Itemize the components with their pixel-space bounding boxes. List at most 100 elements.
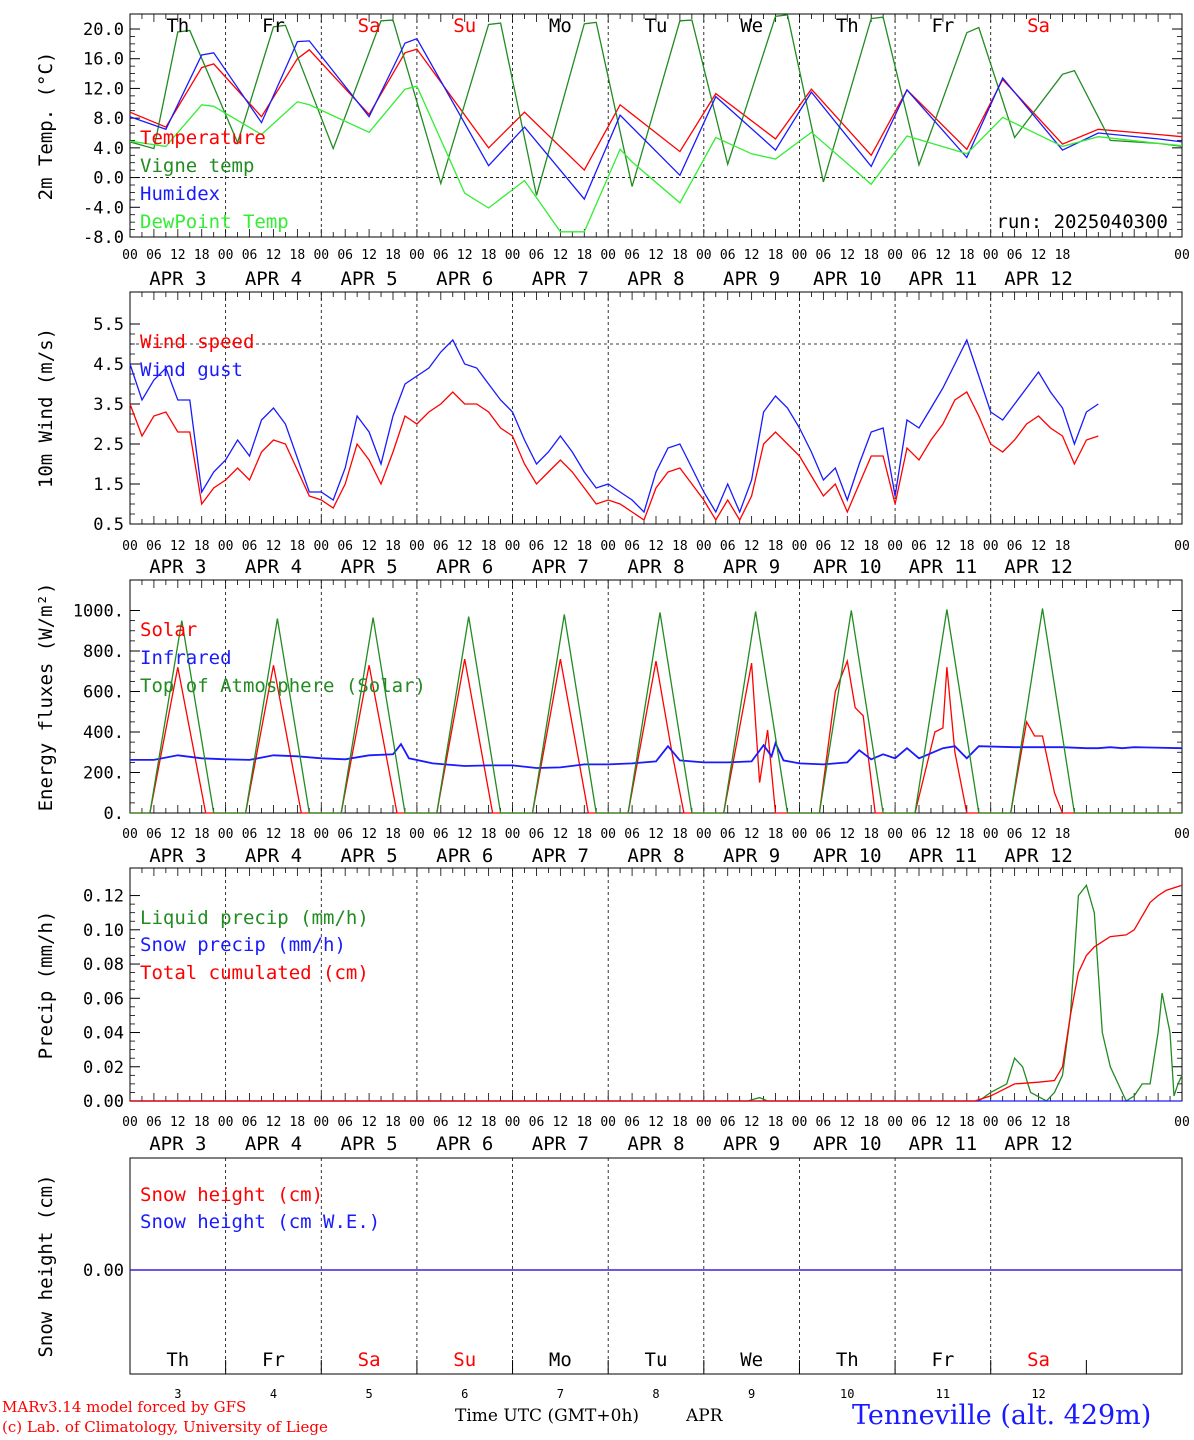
hour-label: 00 (600, 248, 616, 263)
hour-label: 06 (242, 248, 258, 263)
hour-label: 00 (313, 539, 329, 554)
day-number: 8 (652, 1387, 659, 1401)
hour-label: 00 (983, 1115, 999, 1130)
hour-label: 12 (648, 248, 664, 263)
hour-label: 12 (1031, 1115, 1047, 1130)
hour-label: 18 (863, 539, 879, 554)
day-label: APR 4 (245, 268, 302, 290)
series-line (130, 884, 1183, 1102)
hour-label: 00 (122, 539, 138, 554)
day-label: APR 8 (627, 1133, 684, 1155)
hour-label: 00 (600, 1115, 616, 1130)
day-label: APR 9 (723, 845, 780, 867)
legend-entry: Snow height (cm) (140, 1184, 323, 1206)
y-tick-label: 1000. (73, 602, 124, 622)
legend-entry: Solar (140, 619, 197, 641)
plot-frame (129, 867, 1183, 1102)
day-label: APR 11 (909, 268, 978, 290)
hour-label: 00 (696, 1115, 712, 1130)
day-number: 5 (365, 1387, 372, 1401)
day-number: 6 (461, 1387, 468, 1401)
legend-entry: Snow precip (mm/h) (140, 934, 346, 956)
hour-label: 06 (911, 248, 927, 263)
hour-label: 18 (481, 827, 497, 842)
hour-label: 06 (433, 539, 449, 554)
hour-label: 00 (696, 539, 712, 554)
model-credit: MARv3.14 model forced by GFS (2, 1398, 247, 1416)
hour-label: 18 (768, 827, 784, 842)
day-label: APR 8 (627, 268, 684, 290)
hour-label: 12 (1031, 827, 1047, 842)
hour-label: 00 (218, 539, 234, 554)
hour-label: 00 (696, 248, 712, 263)
hour-label: 12 (935, 248, 951, 263)
hour-label: 18 (863, 1115, 879, 1130)
weekday-label: Sa (358, 1349, 381, 1371)
hour-label: 12 (839, 1115, 855, 1130)
weekday-label: Th (836, 15, 859, 37)
hour-label: 12 (361, 1115, 377, 1130)
weekday-label: Fr (931, 1349, 954, 1371)
hour-label: 06 (720, 827, 736, 842)
hour-label: 12 (170, 539, 186, 554)
run-annotation: run: 2025040300 (996, 211, 1168, 233)
series-line (129, 14, 1183, 196)
hour-label: 18 (672, 827, 688, 842)
hour-label: 18 (768, 248, 784, 263)
weekday-label: Su (453, 15, 476, 37)
panel-3 (129, 579, 1183, 814)
hour-label: 18 (1055, 1115, 1071, 1130)
day-label: APR 6 (436, 268, 493, 290)
hour-label: 18 (576, 827, 592, 842)
y-tick-label: 0.00 (83, 1092, 124, 1112)
day-label: APR 5 (340, 845, 397, 867)
hour-label: 06 (146, 248, 162, 263)
day-label: APR 11 (909, 1133, 978, 1155)
day-label: APR 8 (627, 556, 684, 578)
day-label: APR 6 (436, 556, 493, 578)
hour-label: 12 (935, 827, 951, 842)
hour-label: 06 (911, 827, 927, 842)
hour-label: 12 (361, 539, 377, 554)
hour-label: 18 (576, 1115, 592, 1130)
legend-entry: Wind speed (140, 331, 254, 353)
y-tick-label: -4.0 (83, 198, 124, 218)
hour-label: 00 (218, 827, 234, 842)
hour-label: 18 (290, 539, 306, 554)
hour-label: 12 (266, 1115, 282, 1130)
hour-label: 18 (290, 827, 306, 842)
y-axis-label: 2m Temp. (°C) (35, 52, 57, 201)
y-tick-label: 2.5 (93, 435, 124, 455)
hour-label: 18 (481, 248, 497, 263)
y-tick-label: 0.12 (83, 887, 124, 907)
day-number: 7 (557, 1387, 564, 1401)
hour-label: 00 (983, 827, 999, 842)
hour-label: 06 (1007, 539, 1023, 554)
hour-label: 06 (816, 827, 832, 842)
hour-label: 18 (959, 248, 975, 263)
hour-label: 06 (337, 1115, 353, 1130)
day-label: APR 12 (1004, 556, 1073, 578)
hour-label: 12 (1031, 539, 1047, 554)
hour-label: 00 (887, 1115, 903, 1130)
panel-2 (129, 291, 1183, 525)
hour-label: 18 (385, 827, 401, 842)
y-tick-label: 5.5 (93, 315, 124, 335)
hour-label: 18 (768, 539, 784, 554)
y-tick-label: -8.0 (83, 228, 124, 248)
hour-label: 06 (529, 1115, 545, 1130)
day-label: APR 9 (723, 556, 780, 578)
hour-label: 06 (242, 1115, 258, 1130)
series-line (130, 883, 1183, 1102)
hour-label: 12 (170, 827, 186, 842)
weekday-label: Tu (645, 15, 668, 37)
hour-label: 00 (887, 539, 903, 554)
weekday-label: Sa (1027, 15, 1050, 37)
weekday-label: We (740, 1349, 763, 1371)
weekday-label: We (740, 15, 763, 37)
hour-label: 00 (792, 1115, 808, 1130)
panel-5 (129, 1157, 1183, 1375)
hour-label: 18 (385, 248, 401, 263)
weekday-label: Fr (262, 15, 285, 37)
